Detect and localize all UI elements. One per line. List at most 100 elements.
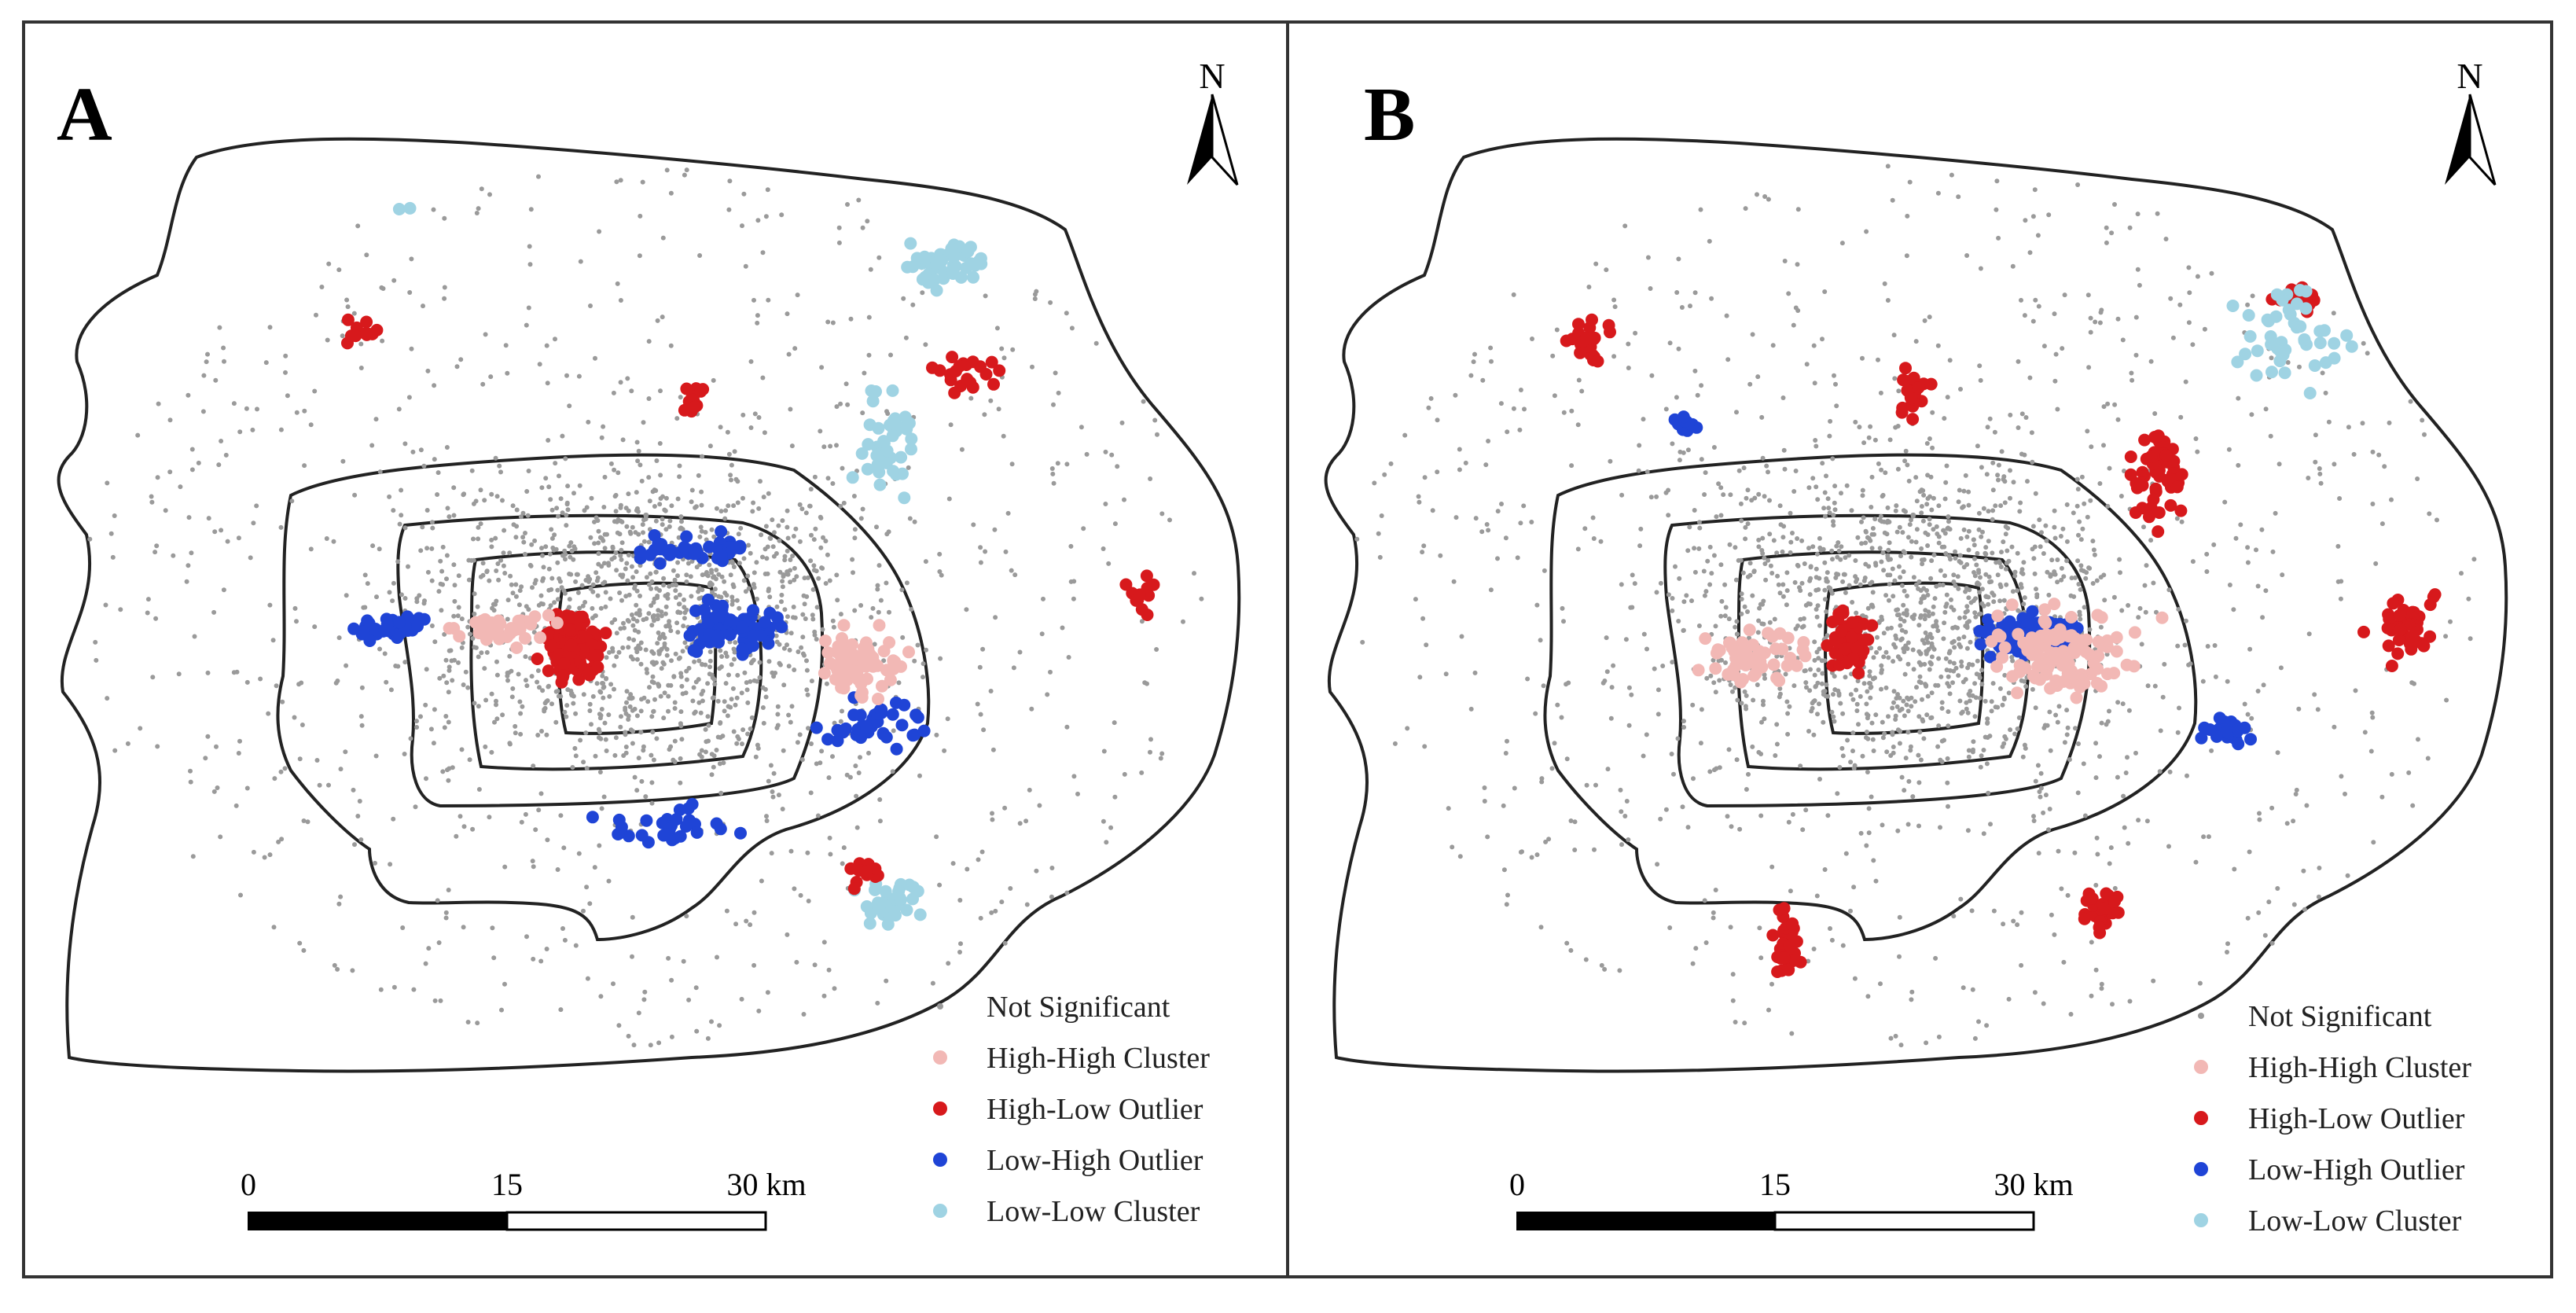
point-not-significant [1868, 695, 1873, 701]
point-not-significant [1931, 604, 1936, 609]
point-not-significant [630, 524, 635, 530]
point-not-significant [1714, 514, 1719, 520]
point-not-significant [785, 572, 791, 577]
point-not-significant [866, 314, 872, 320]
scale-bar-icon: 0 15 30 km [241, 1167, 807, 1231]
point-not-significant [819, 365, 825, 370]
point-not-significant [2011, 480, 2016, 485]
point-not-significant [1940, 583, 1946, 587]
point-not-significant [1744, 787, 1749, 792]
point-not-significant [634, 490, 639, 495]
point-not-significant [1967, 619, 1972, 624]
point-not-significant [1946, 514, 1951, 520]
point-not-significant [1637, 543, 1643, 549]
point-not-significant [805, 850, 810, 855]
point-not-significant [2155, 211, 2160, 216]
point-not-significant [907, 516, 913, 521]
point-not-significant [1935, 628, 1941, 634]
point-not-significant [1834, 543, 1839, 549]
point-not-significant [865, 219, 870, 224]
point-not-significant [1774, 550, 1780, 556]
point-not-significant [2033, 705, 2038, 711]
point-not-significant [466, 577, 472, 583]
point-not-significant [1922, 661, 1927, 667]
point-not-significant [1936, 723, 1942, 729]
point-not-significant [2389, 497, 2394, 502]
point-not-significant [1890, 566, 1895, 572]
point-not-significant [1181, 619, 1185, 624]
point-not-significant [2231, 607, 2236, 612]
point-not-significant [1989, 708, 1994, 714]
point-not-significant [1473, 516, 1479, 521]
point-not-significant [757, 675, 763, 680]
point-not-significant [1901, 698, 1906, 704]
point-not-significant [1572, 819, 1578, 825]
point-not-significant [2125, 755, 2130, 760]
point-not-significant [1946, 709, 1951, 715]
point-not-significant [1925, 543, 1931, 548]
point-not-significant [634, 569, 639, 575]
point-not-significant [2269, 940, 2275, 946]
point-not-significant [804, 687, 810, 693]
point-not-significant [1154, 647, 1159, 652]
point-not-significant [1953, 556, 1958, 561]
point-not-significant [188, 768, 193, 774]
point-not-significant [1859, 519, 1864, 524]
point-not-significant [626, 713, 631, 719]
point-not-significant [1729, 824, 1734, 829]
point-not-significant [567, 403, 572, 409]
point-hh [2034, 629, 2048, 642]
point-hh [832, 659, 846, 671]
point-not-significant [1961, 488, 1967, 494]
point-not-significant [546, 587, 552, 593]
point-not-significant [989, 910, 994, 915]
point-not-significant [1811, 343, 1817, 348]
point-not-significant [1986, 601, 1991, 607]
point-not-significant [150, 675, 156, 680]
point-not-significant [788, 557, 793, 562]
point-not-significant [909, 607, 914, 612]
point-not-significant [707, 443, 713, 449]
point-not-significant [1942, 573, 1947, 579]
point-not-significant [676, 535, 682, 540]
point-not-significant [1756, 618, 1762, 623]
point-not-significant [1831, 513, 1836, 518]
point-not-significant [780, 807, 785, 811]
point-not-significant [937, 569, 943, 574]
point-not-significant [2099, 981, 2104, 987]
point-not-significant [358, 341, 364, 347]
point-not-significant [458, 814, 463, 819]
point-not-significant [2471, 557, 2477, 562]
point-not-significant [731, 584, 737, 590]
point-not-significant [1942, 416, 1947, 421]
point-not-significant [203, 756, 208, 761]
point-not-significant [979, 849, 985, 855]
point-not-significant [1916, 823, 1921, 829]
point-not-significant [1908, 748, 1913, 753]
point-not-significant [1972, 570, 1976, 575]
point-not-significant [2306, 631, 2312, 637]
point-not-significant [1586, 285, 1592, 289]
point-not-significant [680, 649, 685, 654]
point-not-significant [794, 574, 799, 579]
point-not-significant [1674, 395, 1679, 400]
point-not-significant [2097, 754, 2102, 759]
point-not-significant [1800, 827, 1806, 833]
point-not-significant [2379, 521, 2385, 527]
point-not-significant [1605, 767, 1611, 772]
point-not-significant [1354, 536, 1360, 542]
point-not-significant [1828, 926, 1832, 931]
point-not-significant [707, 658, 713, 664]
point-not-significant [2313, 459, 2318, 465]
point-not-significant [777, 538, 782, 543]
point-not-significant [1964, 623, 1970, 629]
point-not-significant [1479, 529, 1485, 535]
point-not-significant [771, 771, 777, 776]
point-hh [2075, 668, 2088, 681]
point-not-significant [2052, 508, 2057, 513]
point-not-significant [718, 425, 723, 430]
point-not-significant [2102, 598, 2107, 603]
point-lh [680, 530, 693, 543]
point-not-significant [1886, 547, 1891, 553]
point-not-significant [536, 807, 542, 813]
